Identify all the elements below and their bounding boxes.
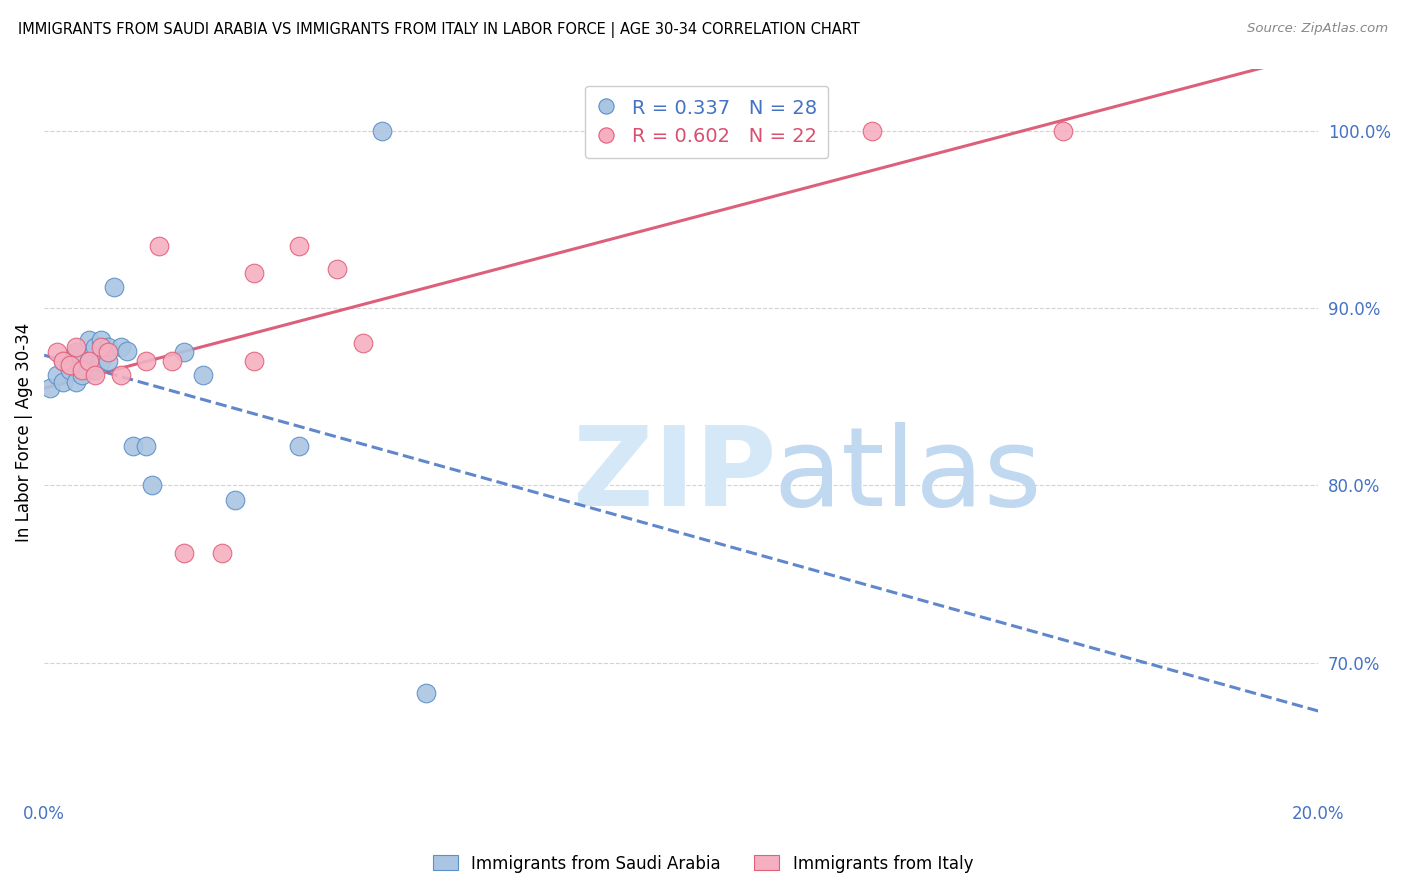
Point [1052, 123, 1074, 137]
Point [52, 354, 75, 368]
Point [371, 123, 394, 137]
Point [110, 340, 132, 354]
Point [352, 336, 374, 351]
Point [122, 439, 145, 453]
Point [65, 345, 87, 359]
Point [90, 340, 112, 354]
Point [77, 354, 100, 368]
Point [860, 123, 883, 137]
Point [84, 363, 107, 377]
Point [45, 345, 67, 359]
Legend: R = 0.337   N = 28, R = 0.602   N = 22: R = 0.337 N = 28, R = 0.602 N = 22 [585, 86, 828, 158]
Point [45, 368, 67, 383]
Point [39, 381, 62, 395]
Point [148, 239, 170, 253]
Point [97, 354, 120, 368]
Point [160, 354, 183, 368]
Point [58, 358, 80, 372]
Text: IMMIGRANTS FROM SAUDI ARABIA VS IMMIGRANTS FROM ITALY IN LABOR FORCE | AGE 30-34: IMMIGRANTS FROM SAUDI ARABIA VS IMMIGRAN… [18, 22, 860, 38]
Text: atlas: atlas [773, 422, 1042, 529]
Point [415, 686, 437, 700]
Point [173, 546, 195, 560]
Point [288, 439, 311, 453]
Point [135, 439, 157, 453]
Point [243, 354, 266, 368]
Point [77, 333, 100, 347]
Point [224, 492, 246, 507]
Point [211, 546, 233, 560]
Point [84, 368, 107, 383]
Point [326, 262, 349, 277]
Point [72, 368, 94, 383]
Point [72, 363, 94, 377]
Point [97, 340, 120, 354]
Legend: Immigrants from Saudi Arabia, Immigrants from Italy: Immigrants from Saudi Arabia, Immigrants… [426, 848, 980, 880]
Point [52, 354, 75, 368]
Point [135, 354, 157, 368]
Text: ZIP: ZIP [572, 422, 776, 529]
Point [97, 345, 120, 359]
Point [65, 376, 87, 390]
Point [243, 265, 266, 279]
Point [84, 340, 107, 354]
Point [173, 345, 195, 359]
Point [110, 368, 132, 383]
Point [52, 376, 75, 390]
Point [90, 354, 112, 368]
Y-axis label: In Labor Force | Age 30-34: In Labor Force | Age 30-34 [15, 323, 32, 541]
Point [58, 363, 80, 377]
Point [90, 333, 112, 347]
Text: Source: ZipAtlas.com: Source: ZipAtlas.com [1247, 22, 1388, 36]
Point [288, 239, 311, 253]
Point [103, 279, 125, 293]
Point [115, 343, 138, 358]
Point [193, 368, 215, 383]
Point [65, 340, 87, 354]
Point [141, 478, 163, 492]
Point [77, 354, 100, 368]
